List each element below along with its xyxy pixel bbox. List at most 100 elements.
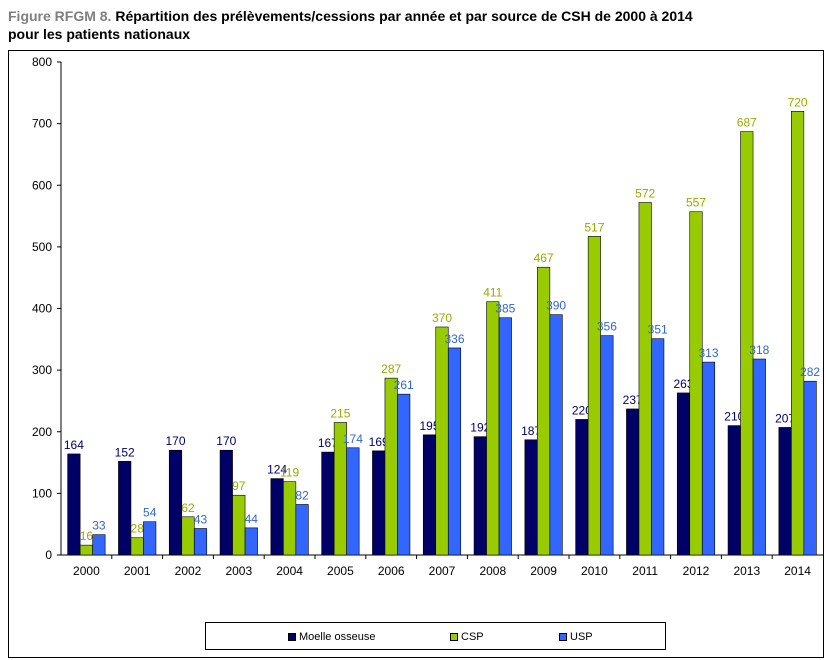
data-label: 287 bbox=[381, 362, 401, 376]
bar-usp-2010 bbox=[600, 335, 614, 556]
data-label: 720 bbox=[788, 95, 808, 109]
bar-usp-2003 bbox=[244, 527, 258, 556]
data-label: 167 bbox=[318, 436, 338, 450]
bar-usp-2002 bbox=[193, 528, 208, 556]
bar-moelle-osseuse-2003 bbox=[219, 449, 233, 556]
data-label: 261 bbox=[394, 378, 414, 392]
legend-swatch-csp bbox=[450, 633, 458, 641]
bar-usp-2007 bbox=[447, 347, 462, 556]
data-label: 152 bbox=[115, 445, 135, 459]
y-tick-label: 700 bbox=[32, 117, 52, 131]
bar-moelle-osseuse-2014 bbox=[778, 427, 792, 556]
bar-moelle-osseuse-2007 bbox=[422, 434, 437, 556]
data-label: 170 bbox=[216, 434, 236, 448]
bar-moelle-osseuse-2005 bbox=[321, 451, 335, 556]
bar-moelle-osseuse-2009 bbox=[524, 439, 538, 556]
data-label: 351 bbox=[648, 323, 668, 337]
y-tick-label: 800 bbox=[32, 55, 52, 69]
bar-csp-2000 bbox=[79, 544, 93, 556]
bar-usp-2008 bbox=[498, 317, 512, 556]
data-label: 16 bbox=[80, 529, 94, 543]
bar-moelle-osseuse-2011 bbox=[626, 408, 640, 556]
x-tick-label: 2012 bbox=[683, 564, 710, 578]
bar-csp-2004 bbox=[283, 481, 297, 556]
data-label: 54 bbox=[143, 506, 157, 520]
bar-chart: 0 100 200 300 400 500 600 700 800 2000 2001 2002 200… bbox=[32, 55, 823, 578]
data-label: 263 bbox=[673, 377, 693, 391]
bar-csp-2013 bbox=[740, 131, 754, 556]
x-tick-label: 2013 bbox=[733, 564, 760, 578]
bar-usp-2006 bbox=[397, 393, 411, 556]
bar-usp-2001 bbox=[143, 521, 157, 556]
data-label: 187 bbox=[521, 424, 541, 438]
data-label: 220 bbox=[572, 403, 592, 417]
data-label: 210 bbox=[724, 410, 744, 424]
data-label: 174 bbox=[343, 432, 363, 446]
x-tick-label: 2000 bbox=[73, 564, 100, 578]
data-label: 318 bbox=[749, 343, 769, 357]
data-label: 356 bbox=[597, 320, 617, 334]
bar-moelle-osseuse-2008 bbox=[473, 436, 487, 556]
data-label: 282 bbox=[800, 365, 820, 379]
bar-moelle-osseuse-2001 bbox=[118, 461, 132, 556]
bar-usp-2013 bbox=[752, 358, 766, 556]
data-label: 192 bbox=[470, 421, 490, 435]
title-line-2: pour les patients nationaux bbox=[8, 26, 191, 42]
x-tick-label: 2003 bbox=[225, 564, 252, 578]
bar-csp-2010 bbox=[587, 236, 601, 556]
y-tick-label: 100 bbox=[32, 486, 52, 500]
chart-title: Figure RFGM 8. Répartition des prélèveme… bbox=[8, 7, 808, 43]
bar-moelle-osseuse-2013 bbox=[727, 425, 741, 556]
bar-usp-2000 bbox=[92, 534, 106, 556]
bar-csp-2003 bbox=[232, 494, 246, 556]
data-label: 687 bbox=[737, 116, 757, 130]
y-tick-label: 0 bbox=[45, 548, 52, 562]
legend-label-usp: USP bbox=[570, 631, 593, 643]
data-label: 28 bbox=[131, 522, 145, 536]
data-label: 215 bbox=[330, 407, 350, 421]
data-label: 119 bbox=[280, 466, 299, 480]
y-tick-label: 400 bbox=[32, 302, 52, 316]
legend-label-moelle: Moelle osseuse bbox=[299, 631, 376, 643]
data-label: 390 bbox=[546, 299, 566, 313]
bar-moelle-osseuse-2004 bbox=[270, 478, 284, 556]
legend: Moelle osseuse CSP USP bbox=[205, 622, 666, 650]
bar-moelle-osseuse-2006 bbox=[372, 450, 386, 556]
bar-csp-2011 bbox=[638, 202, 652, 556]
x-tick-label: 2009 bbox=[530, 564, 557, 578]
data-label: 411 bbox=[483, 286, 502, 300]
title-text: Répartition des prélèvements/cessions pa… bbox=[111, 8, 693, 24]
data-label: 164 bbox=[64, 438, 84, 452]
data-label: 33 bbox=[92, 519, 106, 533]
data-label: 97 bbox=[232, 479, 246, 493]
data-label: 572 bbox=[635, 187, 655, 201]
data-label: 517 bbox=[584, 220, 604, 234]
x-tick-label: 2002 bbox=[175, 564, 202, 578]
legend-swatch-moelle bbox=[288, 633, 296, 641]
bar-moelle-osseuse-2002 bbox=[168, 449, 183, 556]
legend-item-csp: CSP bbox=[450, 630, 484, 644]
x-tick-label: 2008 bbox=[479, 564, 506, 578]
bar-usp-2004 bbox=[295, 504, 309, 556]
x-tick-label: 2011 bbox=[632, 564, 658, 578]
data-label: 169 bbox=[369, 435, 389, 449]
legend-item-usp: USP bbox=[559, 630, 593, 644]
x-tick-label: 2010 bbox=[581, 564, 608, 578]
data-label: 82 bbox=[295, 488, 309, 502]
bar-csp-2014 bbox=[791, 110, 805, 556]
data-label: 62 bbox=[181, 501, 195, 515]
x-tick-label: 2014 bbox=[784, 564, 811, 578]
bar-csp-2006 bbox=[384, 377, 398, 556]
bar-usp-2012 bbox=[701, 361, 716, 556]
y-tick-label: 600 bbox=[32, 178, 52, 192]
bar-usp-2005 bbox=[346, 447, 360, 556]
y-tick-label: 500 bbox=[32, 240, 52, 254]
x-tick-label: 2007 bbox=[429, 564, 456, 578]
bar-csp-2007 bbox=[435, 326, 449, 556]
data-label: 195 bbox=[419, 419, 439, 433]
data-label: 313 bbox=[698, 346, 718, 360]
data-label: 170 bbox=[165, 434, 185, 448]
data-label: 43 bbox=[194, 513, 208, 527]
data-label: 336 bbox=[444, 332, 464, 346]
data-label: 557 bbox=[686, 196, 706, 210]
